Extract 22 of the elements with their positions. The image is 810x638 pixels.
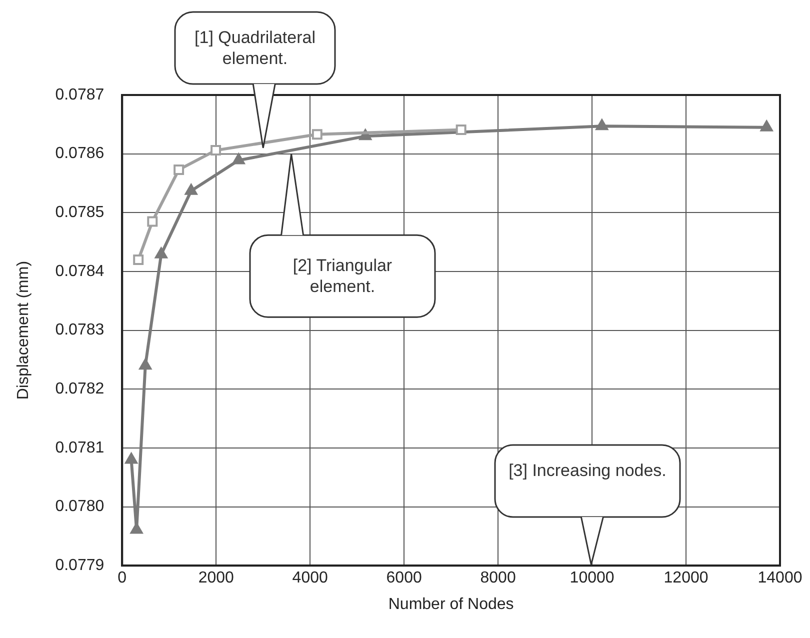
y-axis-title: Displacement (mm) (15, 260, 32, 400)
y-tick-label: 0.0786 (55, 145, 104, 162)
x-tick-label: 2000 (198, 570, 234, 587)
x-tick-label: 14000 (758, 570, 802, 587)
y-tick-label: 0.0784 (55, 262, 104, 280)
y-tick-label: 0.0783 (55, 322, 104, 339)
y-tick-label: 0.0779 (55, 557, 104, 574)
y-tick-label: 0.0781 (55, 439, 104, 456)
x-tick-label: 0 (118, 570, 127, 587)
y-tick-label: 0.0780 (55, 498, 104, 516)
x-tick-label: 10000 (570, 570, 614, 587)
x-axis-title: Number of Nodes (388, 596, 514, 613)
y-tick-label: 0.0787 (55, 86, 104, 104)
annotation: [3] Increasing nodes. (508, 460, 668, 481)
x-tick-label: 4000 (292, 570, 328, 587)
y-tick-label: 0.0782 (55, 380, 104, 398)
annotation: [1] Quadrilateral element. (194, 27, 316, 69)
x-tick-label: 12000 (664, 570, 708, 587)
x-tick-label: 6000 (386, 570, 422, 587)
y-tick-label: 0.0785 (55, 204, 104, 222)
x-tick-label: 8000 (480, 570, 516, 587)
annotation: [2] Triangular element. (292, 255, 394, 297)
